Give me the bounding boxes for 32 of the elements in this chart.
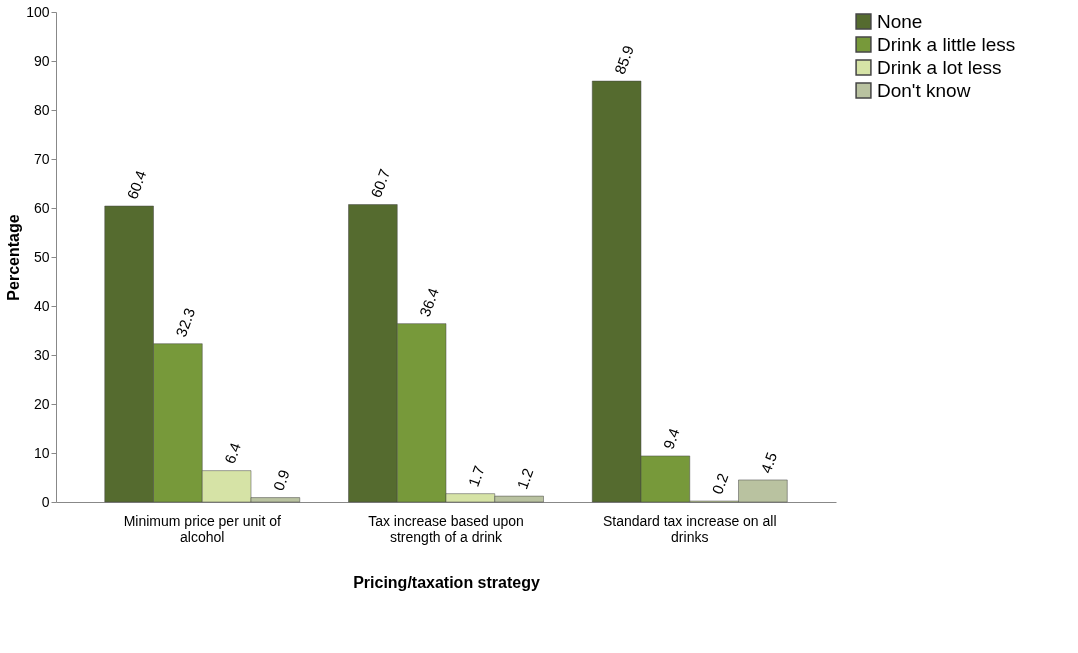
- x-tick-label: Minimum price per unit of alcohol: [123, 512, 281, 545]
- legend-label: None: [877, 10, 923, 32]
- data-label: 0.9: [269, 467, 293, 493]
- y-tick-label: 10: [33, 444, 50, 461]
- y-tick-label: 20: [33, 395, 50, 412]
- data-label: 6.4: [220, 440, 245, 466]
- data-label: 85.9: [610, 43, 637, 77]
- data-label: 9.4: [659, 425, 683, 452]
- data-label: 60.4: [123, 168, 150, 202]
- y-tick-label: 90: [33, 52, 50, 69]
- legend-label: Don't know: [877, 79, 971, 101]
- data-label: 32.3: [172, 305, 199, 339]
- y-tick-label: 80: [33, 101, 50, 118]
- y-tick-label: 70: [33, 150, 50, 167]
- y-axis-title: Percentage: [5, 214, 23, 301]
- legend-label: Drink a little less: [877, 33, 1016, 55]
- data-label: 60.7: [367, 166, 394, 200]
- y-tick-label: 30: [33, 346, 50, 363]
- x-tick-label: Standard tax increase on all drinks: [602, 512, 777, 545]
- y-tick-label: 50: [33, 248, 50, 265]
- data-label: 4.5: [757, 449, 781, 476]
- legend-label: Drink a lot less: [877, 56, 1002, 78]
- x-tick-label: Tax increase based upon strength of a drink: [368, 512, 524, 545]
- y-tick-label: 100: [26, 3, 50, 20]
- data-label: 36.4: [415, 285, 442, 319]
- y-tick-label: 0: [41, 493, 50, 510]
- x-axis-title: Pricing/taxation strategy: [353, 573, 540, 591]
- y-tick-label: 60: [33, 199, 50, 216]
- data-label: 0.2: [708, 470, 732, 497]
- y-tick-label: 40: [33, 297, 50, 314]
- data-label: 1.7: [464, 463, 488, 489]
- data-label: 1.2: [513, 465, 537, 492]
